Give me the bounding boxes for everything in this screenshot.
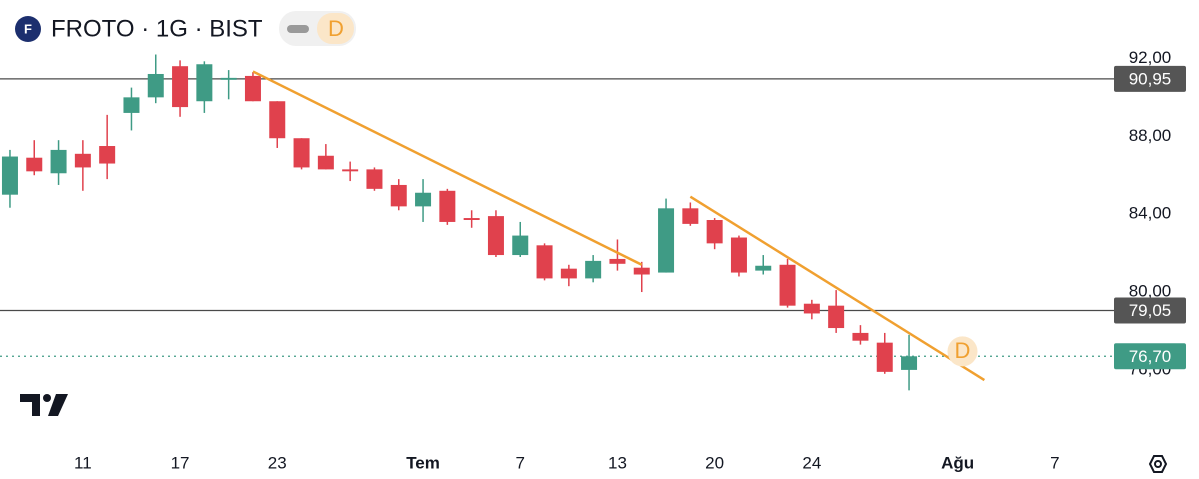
badge-highlight (317, 13, 354, 44)
candle-body (390, 184, 407, 207)
annotation-marker (947, 336, 978, 367)
logo (15, 16, 41, 42)
candle-body (1, 156, 18, 195)
settings-button[interactable] (1148, 455, 1168, 473)
candle-body (755, 265, 772, 271)
candle-body (779, 264, 796, 306)
candle-body (74, 153, 91, 168)
candle-body (658, 208, 675, 273)
price-label: 79,05 (1129, 301, 1172, 320)
candle-body (99, 146, 116, 164)
candle-body (196, 64, 213, 102)
candle-body (244, 75, 261, 102)
candle-body (269, 101, 286, 139)
candle-body (609, 258, 626, 264)
candle-body (439, 190, 456, 222)
x-tick-label: Ağu (941, 453, 974, 472)
x-tick-label: 23 (268, 453, 287, 472)
brand-logo (20, 394, 68, 416)
badge-text: D (328, 16, 344, 41)
price-label-box (1114, 65, 1186, 92)
candle-body (536, 245, 553, 279)
candle-body (828, 305, 845, 329)
candle-body (463, 218, 480, 220)
candle-body (852, 332, 869, 341)
last-price-label: 76,70 (1129, 347, 1172, 366)
candle-body (730, 237, 747, 273)
candle-body (512, 235, 529, 256)
brand-logo-part (20, 394, 40, 416)
price-label-box (1114, 297, 1186, 324)
brand-logo-part (43, 394, 51, 402)
candle-body (317, 155, 334, 170)
candle-body (147, 73, 164, 98)
price-label: 90,95 (1129, 69, 1172, 88)
labels-layer: 76,0080,0084,0088,0092,00111723Tem713202… (74, 48, 1186, 472)
candle-body (123, 97, 140, 113)
x-tick-label: Tem (406, 453, 440, 472)
last-price-box (1114, 343, 1186, 370)
settings-icon (1148, 455, 1168, 473)
candle-body (682, 208, 699, 224)
x-tick-label: 20 (705, 453, 724, 472)
x-tick-label: 7 (516, 453, 525, 472)
x-tick-label: 17 (171, 453, 190, 472)
candle-body (172, 66, 189, 108)
y-tick-label: 92,00 (1129, 48, 1172, 67)
candle-body (50, 149, 67, 174)
candle-body (293, 138, 310, 168)
trend-line (252, 70, 643, 266)
candle-body (901, 356, 918, 370)
candle-body (220, 77, 237, 80)
x-tick-label: 7 (1050, 453, 1059, 472)
candle-body (487, 216, 504, 256)
candle-body (560, 268, 577, 279)
candle-body (633, 267, 650, 275)
y-tick-label: 84,00 (1129, 204, 1172, 223)
trend-line (689, 195, 986, 382)
y-tick-label: 80,00 (1129, 282, 1172, 301)
marks-layer: D (1, 54, 986, 391)
candle-body (342, 169, 359, 172)
candle-body (706, 220, 723, 244)
candle-body (876, 342, 893, 372)
x-tick-label: 24 (802, 453, 821, 472)
candle-body (366, 169, 383, 189)
x-tick-label: 13 (608, 453, 627, 472)
candle-body (585, 260, 602, 279)
y-tick-label: 88,00 (1129, 126, 1172, 145)
x-tick-label: 11 (74, 453, 92, 472)
candle-body (26, 157, 43, 172)
candle-body (803, 303, 820, 314)
logo-text: F (24, 21, 32, 36)
badge-toggle (287, 25, 309, 33)
chart-title: FROTO · 1G · BIST (51, 15, 263, 42)
settings-icon-center (1154, 460, 1162, 468)
annotation-text: D (955, 338, 971, 363)
candle-body (415, 192, 432, 207)
brand-logo-part (48, 394, 68, 416)
